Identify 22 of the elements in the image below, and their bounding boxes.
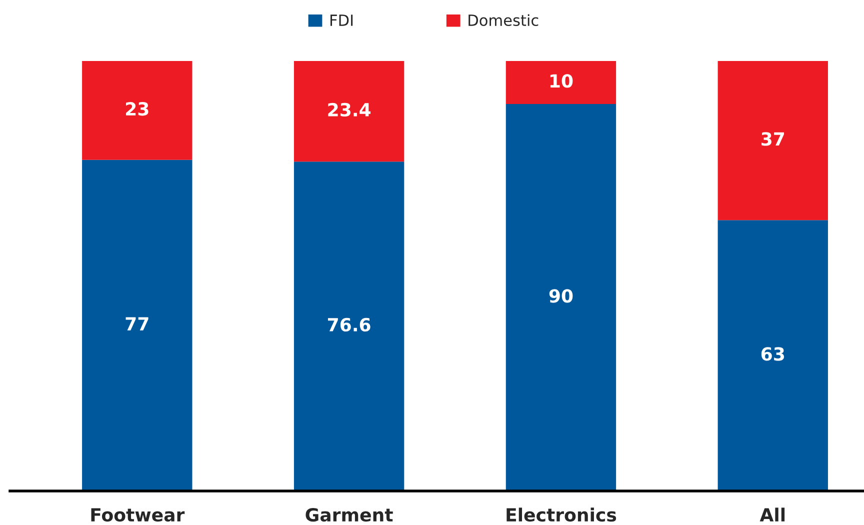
data-label: 23.4	[328, 102, 370, 117]
bar	[718, 61, 828, 220]
x-tick-label: Footwear	[91, 508, 185, 522]
bar	[506, 61, 616, 104]
bar	[82, 160, 192, 491]
bar	[718, 220, 828, 491]
bar	[82, 61, 192, 160]
data-label: 10	[550, 74, 573, 88]
bar	[506, 104, 616, 491]
legend-label: FDI	[330, 14, 353, 26]
bar	[294, 162, 404, 491]
data-label: 76.6	[328, 318, 370, 332]
data-label: 77	[126, 317, 148, 330]
x-tick-label: All	[760, 508, 785, 522]
bar	[294, 61, 404, 162]
data-label: 90	[549, 289, 573, 303]
data-label: 23	[126, 102, 148, 116]
data-label: 37	[762, 132, 784, 146]
legend-label: Domestic	[468, 14, 538, 26]
x-tick-label: Garment	[306, 508, 393, 522]
data-label: 63	[761, 347, 784, 361]
x-tick-label: Electronics	[506, 508, 616, 522]
